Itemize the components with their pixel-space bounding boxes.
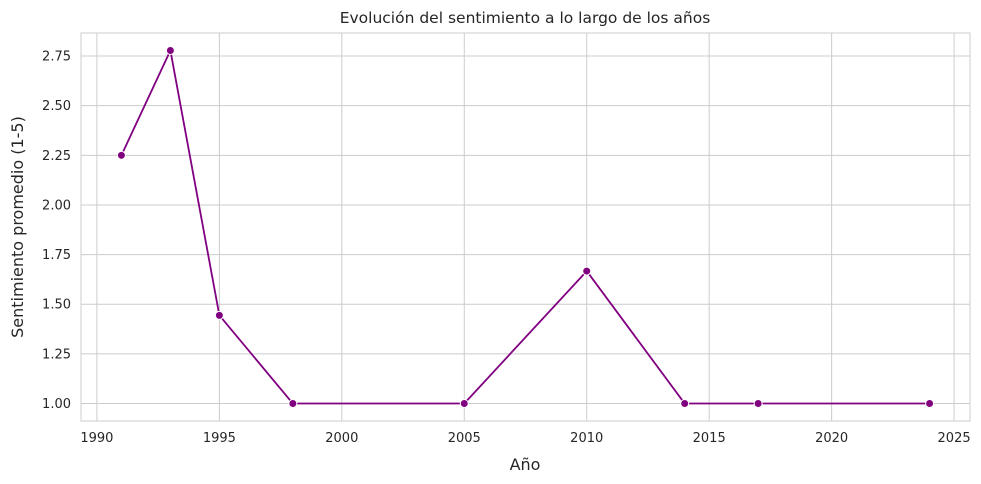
data-point: [165, 45, 175, 55]
x-tick-label: 1990: [80, 431, 113, 446]
data-point: [214, 310, 224, 320]
x-tick-label: 1995: [203, 431, 236, 446]
y-tick-label: 2.50: [42, 99, 71, 114]
y-axis-title: Sentimiento promedio (1-5): [8, 116, 27, 338]
plot-area: [80, 32, 971, 422]
y-tick-label: 2.00: [42, 198, 71, 213]
data-point: [459, 399, 469, 409]
data-point: [925, 399, 935, 409]
x-tick-label: 2025: [938, 431, 971, 446]
data-point: [116, 150, 126, 160]
y-tick-label: 2.25: [42, 149, 71, 164]
data-point: [288, 399, 298, 409]
y-tick-label: 1.75: [42, 248, 71, 263]
x-tick-label: 2010: [570, 431, 603, 446]
x-tick-label: 2020: [815, 431, 848, 446]
x-axis-ticks: 1990 1995 2000 2005 2010 2015 2020 2025: [80, 431, 970, 446]
x-axis-title: Año: [510, 455, 541, 474]
y-tick-label: 1.00: [42, 397, 71, 412]
y-tick-label: 2.75: [42, 50, 71, 65]
grid: [81, 33, 970, 421]
data-point: [582, 266, 592, 276]
y-axis-ticks: 1.00 1.25 1.50 1.75 2.00 2.25 2.50 2.75: [42, 50, 71, 412]
y-tick-label: 1.25: [42, 347, 71, 362]
x-tick-label: 2015: [693, 431, 726, 446]
data-point: [680, 399, 690, 409]
y-tick-label: 1.50: [42, 298, 71, 313]
series-group: [116, 45, 935, 409]
data-point: [753, 399, 763, 409]
x-tick-label: 2005: [448, 431, 481, 446]
x-tick-label: 2000: [325, 431, 358, 446]
chart-title: Evolución del sentimiento a lo largo de …: [340, 9, 711, 27]
